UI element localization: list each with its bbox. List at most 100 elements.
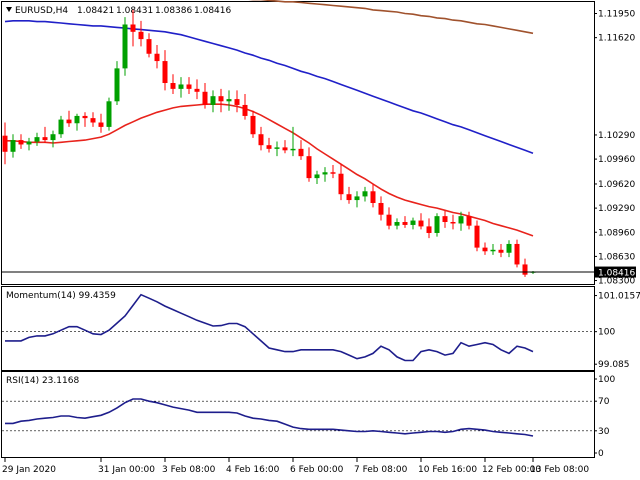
- candle-body: [314, 174, 320, 179]
- candle: [202, 83, 208, 109]
- candle-body: [90, 118, 96, 123]
- momentum-tick-label: 99.085: [598, 360, 630, 370]
- candle: [450, 214, 456, 230]
- ma-slow-path: [248, 0, 534, 35]
- rsi-tick-label: 100: [598, 375, 615, 385]
- candle: [138, 20, 144, 47]
- time-tick-label: 12 Feb 00:00: [482, 465, 541, 475]
- time-tick-label: 6 Feb 00:00: [290, 465, 344, 475]
- candle: [370, 183, 376, 208]
- rsi-line: [5, 398, 534, 437]
- candle-body: [498, 249, 504, 253]
- rsi-axis: 100 70 30 0: [594, 375, 615, 459]
- candle-body: [418, 220, 424, 227]
- main-header: EURUSD,H4 1.08421 1.08431 1.08386 1.0841…: [6, 6, 231, 16]
- candle-body: [2, 135, 8, 152]
- candle-body: [282, 147, 288, 151]
- candle-body: [210, 96, 216, 105]
- candle: [250, 110, 256, 138]
- candle: [106, 97, 112, 131]
- time-axis: 29 Jan 2020 31 Jan 00:00 3 Feb 08:00 4 Feb …: [2, 458, 589, 475]
- candle-body: [266, 145, 272, 149]
- candle-body: [114, 68, 120, 102]
- candle: [170, 74, 176, 94]
- candle: [346, 186, 352, 204]
- time-tick-label: 7 Feb 08:00: [354, 465, 408, 475]
- candle-body: [186, 84, 192, 89]
- candle: [394, 218, 400, 230]
- time-tick-label: 3 Feb 08:00: [162, 465, 216, 475]
- candle-body: [386, 214, 392, 226]
- candle: [466, 211, 472, 230]
- candle-body: [482, 247, 488, 252]
- candle: [498, 243, 504, 258]
- candle: [402, 216, 408, 228]
- current-price-tag: 1.08416: [595, 266, 636, 279]
- candle-body: [290, 148, 296, 151]
- candle-body: [138, 31, 144, 40]
- candle-body: [354, 196, 360, 201]
- candle-body: [50, 134, 56, 141]
- candle-body: [82, 115, 88, 119]
- candle-body: [10, 140, 16, 152]
- candle-body: [434, 216, 440, 233]
- price-tick-label: 1.08630: [598, 252, 635, 262]
- rsi-title: RSI(14) 23.1168: [6, 376, 79, 386]
- candle: [226, 90, 232, 111]
- candle: [66, 110, 72, 127]
- candle: [474, 220, 480, 252]
- candle: [266, 137, 272, 153]
- ma-slow-line: [248, 0, 534, 35]
- candle-body: [242, 104, 248, 116]
- candle: [90, 112, 96, 127]
- candle-body: [98, 122, 104, 127]
- time-tick-label: 29 Jan 2020: [2, 465, 56, 475]
- candle-body: [378, 202, 384, 215]
- candle-body: [330, 172, 336, 174]
- candle-body: [442, 216, 448, 223]
- time-tick-label: 31 Jan 00:00: [98, 465, 155, 475]
- momentum-line: [5, 293, 534, 362]
- candle-body: [298, 148, 304, 157]
- rsi-panel[interactable]: RSI(14) 23.1168 100 70 30 0: [2, 375, 615, 459]
- ma-fast-path: [5, 103, 534, 237]
- candle-body: [306, 156, 312, 179]
- candle: [218, 88, 224, 113]
- candle: [418, 213, 424, 230]
- candle-body: [426, 226, 432, 233]
- candle-body: [466, 216, 472, 226]
- candle-body: [234, 99, 240, 105]
- price-tick-label: 1.09620: [598, 180, 635, 190]
- candle: [178, 77, 184, 98]
- candle-body: [490, 249, 496, 252]
- candle-body: [58, 119, 64, 135]
- candle-body: [410, 220, 416, 225]
- candle: [410, 217, 416, 230]
- candle-body: [202, 91, 208, 105]
- momentum-panel-frame: [1, 286, 595, 371]
- candle-body: [194, 88, 200, 92]
- main-panel[interactable]: EURUSD,H4 1.08421 1.08431 1.08386 1.0841…: [2, 0, 636, 287]
- candle: [506, 240, 512, 258]
- price-axis: 1.11950 1.11620 1.10290 1.09960 1.09620 1.092…: [594, 10, 635, 287]
- candle-body: [42, 137, 48, 141]
- momentum-title: Momentum(14) 99.4359: [6, 291, 116, 301]
- candle-body: [34, 137, 40, 142]
- candle: [490, 243, 496, 255]
- candle: [114, 61, 120, 105]
- candle: [258, 126, 264, 151]
- candle: [442, 211, 448, 228]
- candle: [42, 126, 48, 143]
- candle: [146, 33, 152, 58]
- candle: [378, 196, 384, 221]
- candle: [130, 9, 136, 47]
- candle-body: [218, 96, 224, 102]
- momentum-panel[interactable]: Momentum(14) 99.4359 101.0157 100 99.085: [2, 291, 640, 370]
- ohlc-close: 1.08416: [194, 6, 231, 16]
- candle-body: [122, 24, 128, 69]
- candle: [386, 207, 392, 230]
- candle-body: [106, 101, 112, 127]
- price-tick-label: 1.08300: [598, 277, 635, 287]
- candle: [82, 112, 88, 127]
